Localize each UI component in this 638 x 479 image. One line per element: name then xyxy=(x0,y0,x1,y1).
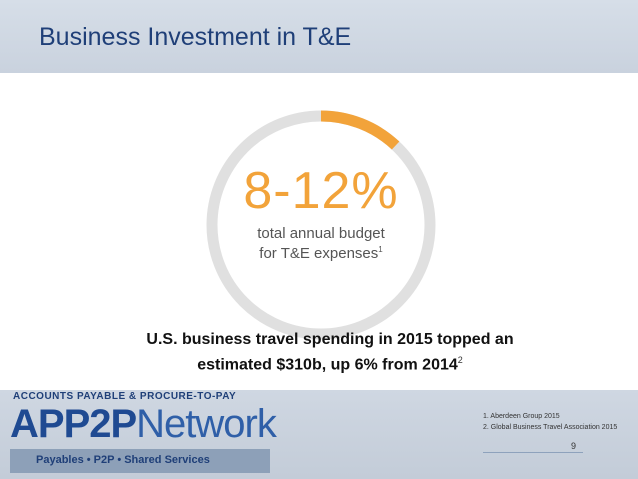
stat-caption-line1: total annual budget xyxy=(257,225,385,242)
percentage-ring-chart xyxy=(204,108,438,342)
logo-services-text: Payables • P2P • Shared Services xyxy=(36,454,210,466)
footnote-2: 2. Global Business Travel Association 20… xyxy=(483,424,618,431)
header-band: Business Investment in T&E xyxy=(0,0,638,73)
ring-highlight-arc xyxy=(320,110,400,150)
logo-name-bold: APP2P xyxy=(10,402,137,446)
stat-value: 8-12% xyxy=(243,162,399,220)
footnote-1: 1. Aberdeen Group 2015 xyxy=(483,413,560,420)
logo-name-light: Network xyxy=(136,402,277,446)
stat-caption-text: for T&E expenses xyxy=(259,245,379,262)
app2p-network-logo: APP2PNetwork xyxy=(10,402,277,447)
stat-caption-line2: for T&E expenses1 xyxy=(204,245,438,262)
page-divider xyxy=(483,452,583,453)
page-title: Business Investment in T&E xyxy=(39,23,352,51)
footnote-marker-1: 1 xyxy=(378,245,383,254)
footnote-marker-2: 2 xyxy=(457,355,463,365)
statement-line1: U.S. business travel spending in 2015 to… xyxy=(146,331,514,348)
statement-text: estimated $310b, up 6% from 2014 xyxy=(197,356,458,374)
logo-tagline: ACCOUNTS PAYABLE & PROCURE-TO-PAY xyxy=(13,391,237,402)
statement-line2: estimated $310b, up 6% from 20142 xyxy=(100,355,560,374)
page-number: 9 xyxy=(571,441,577,451)
logo-services-bar: Payables • P2P • Shared Services xyxy=(10,449,270,473)
